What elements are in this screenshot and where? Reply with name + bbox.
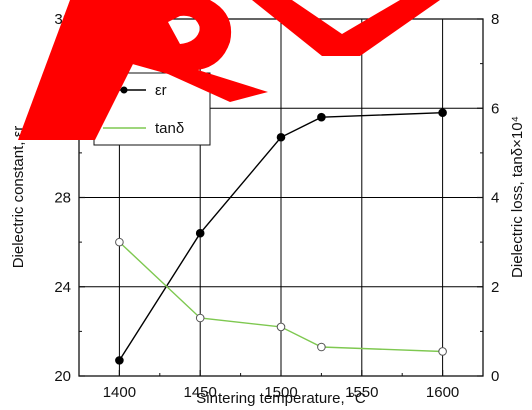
data-point-series-0	[317, 112, 326, 122]
right-y-tick-label: 8	[491, 11, 499, 28]
left-y-tick-label: 20	[54, 368, 71, 385]
x-axis: 1400 1450 1500 1550 1600	[78, 370, 484, 401]
x-tick-label: 1550	[345, 384, 378, 401]
left-y-axis-title: Dielectric constant, εr	[10, 126, 27, 269]
left-y-tick-label: 28	[54, 190, 71, 207]
x-axis-title: Sintering temperature, °C	[196, 390, 366, 407]
right-y-tick-label: 0	[491, 368, 499, 385]
x-tick-label: 1400	[103, 384, 136, 401]
overlay-stroke-mid	[118, 0, 268, 102]
right-y-tick-label: 4	[491, 190, 499, 207]
data-point-series-0	[276, 132, 286, 142]
legend-marker-er	[120, 86, 128, 94]
red-scribble-overlay	[18, 0, 440, 140]
legend-label-er: εr	[155, 82, 167, 99]
data-point-series-0	[195, 228, 205, 238]
left-y-tick-label: 24	[54, 279, 71, 296]
right-y-axis: 0 2 4 6 8	[477, 11, 499, 385]
legend-label-tand: tanδ	[155, 120, 184, 137]
right-y-tick-label: 6	[491, 100, 499, 117]
data-point-series-1	[195, 313, 205, 323]
x-tick-label: 1600	[426, 384, 459, 401]
data-point-series-0	[115, 356, 124, 365]
series-layer	[115, 108, 447, 365]
data-point-series-1	[438, 347, 447, 356]
right-y-tick-label: 2	[491, 279, 499, 296]
data-point-series-1	[115, 237, 124, 247]
data-point-series-1	[276, 322, 286, 332]
overlay-stroke-right	[252, 0, 440, 56]
data-point-series-1	[317, 342, 326, 352]
x-tick-label: 1450	[184, 384, 217, 401]
data-point-series-0	[438, 108, 447, 118]
x-tick-label: 1500	[264, 384, 297, 401]
right-y-axis-title: Dielectric loss, tanδ×10⁴	[509, 116, 526, 278]
